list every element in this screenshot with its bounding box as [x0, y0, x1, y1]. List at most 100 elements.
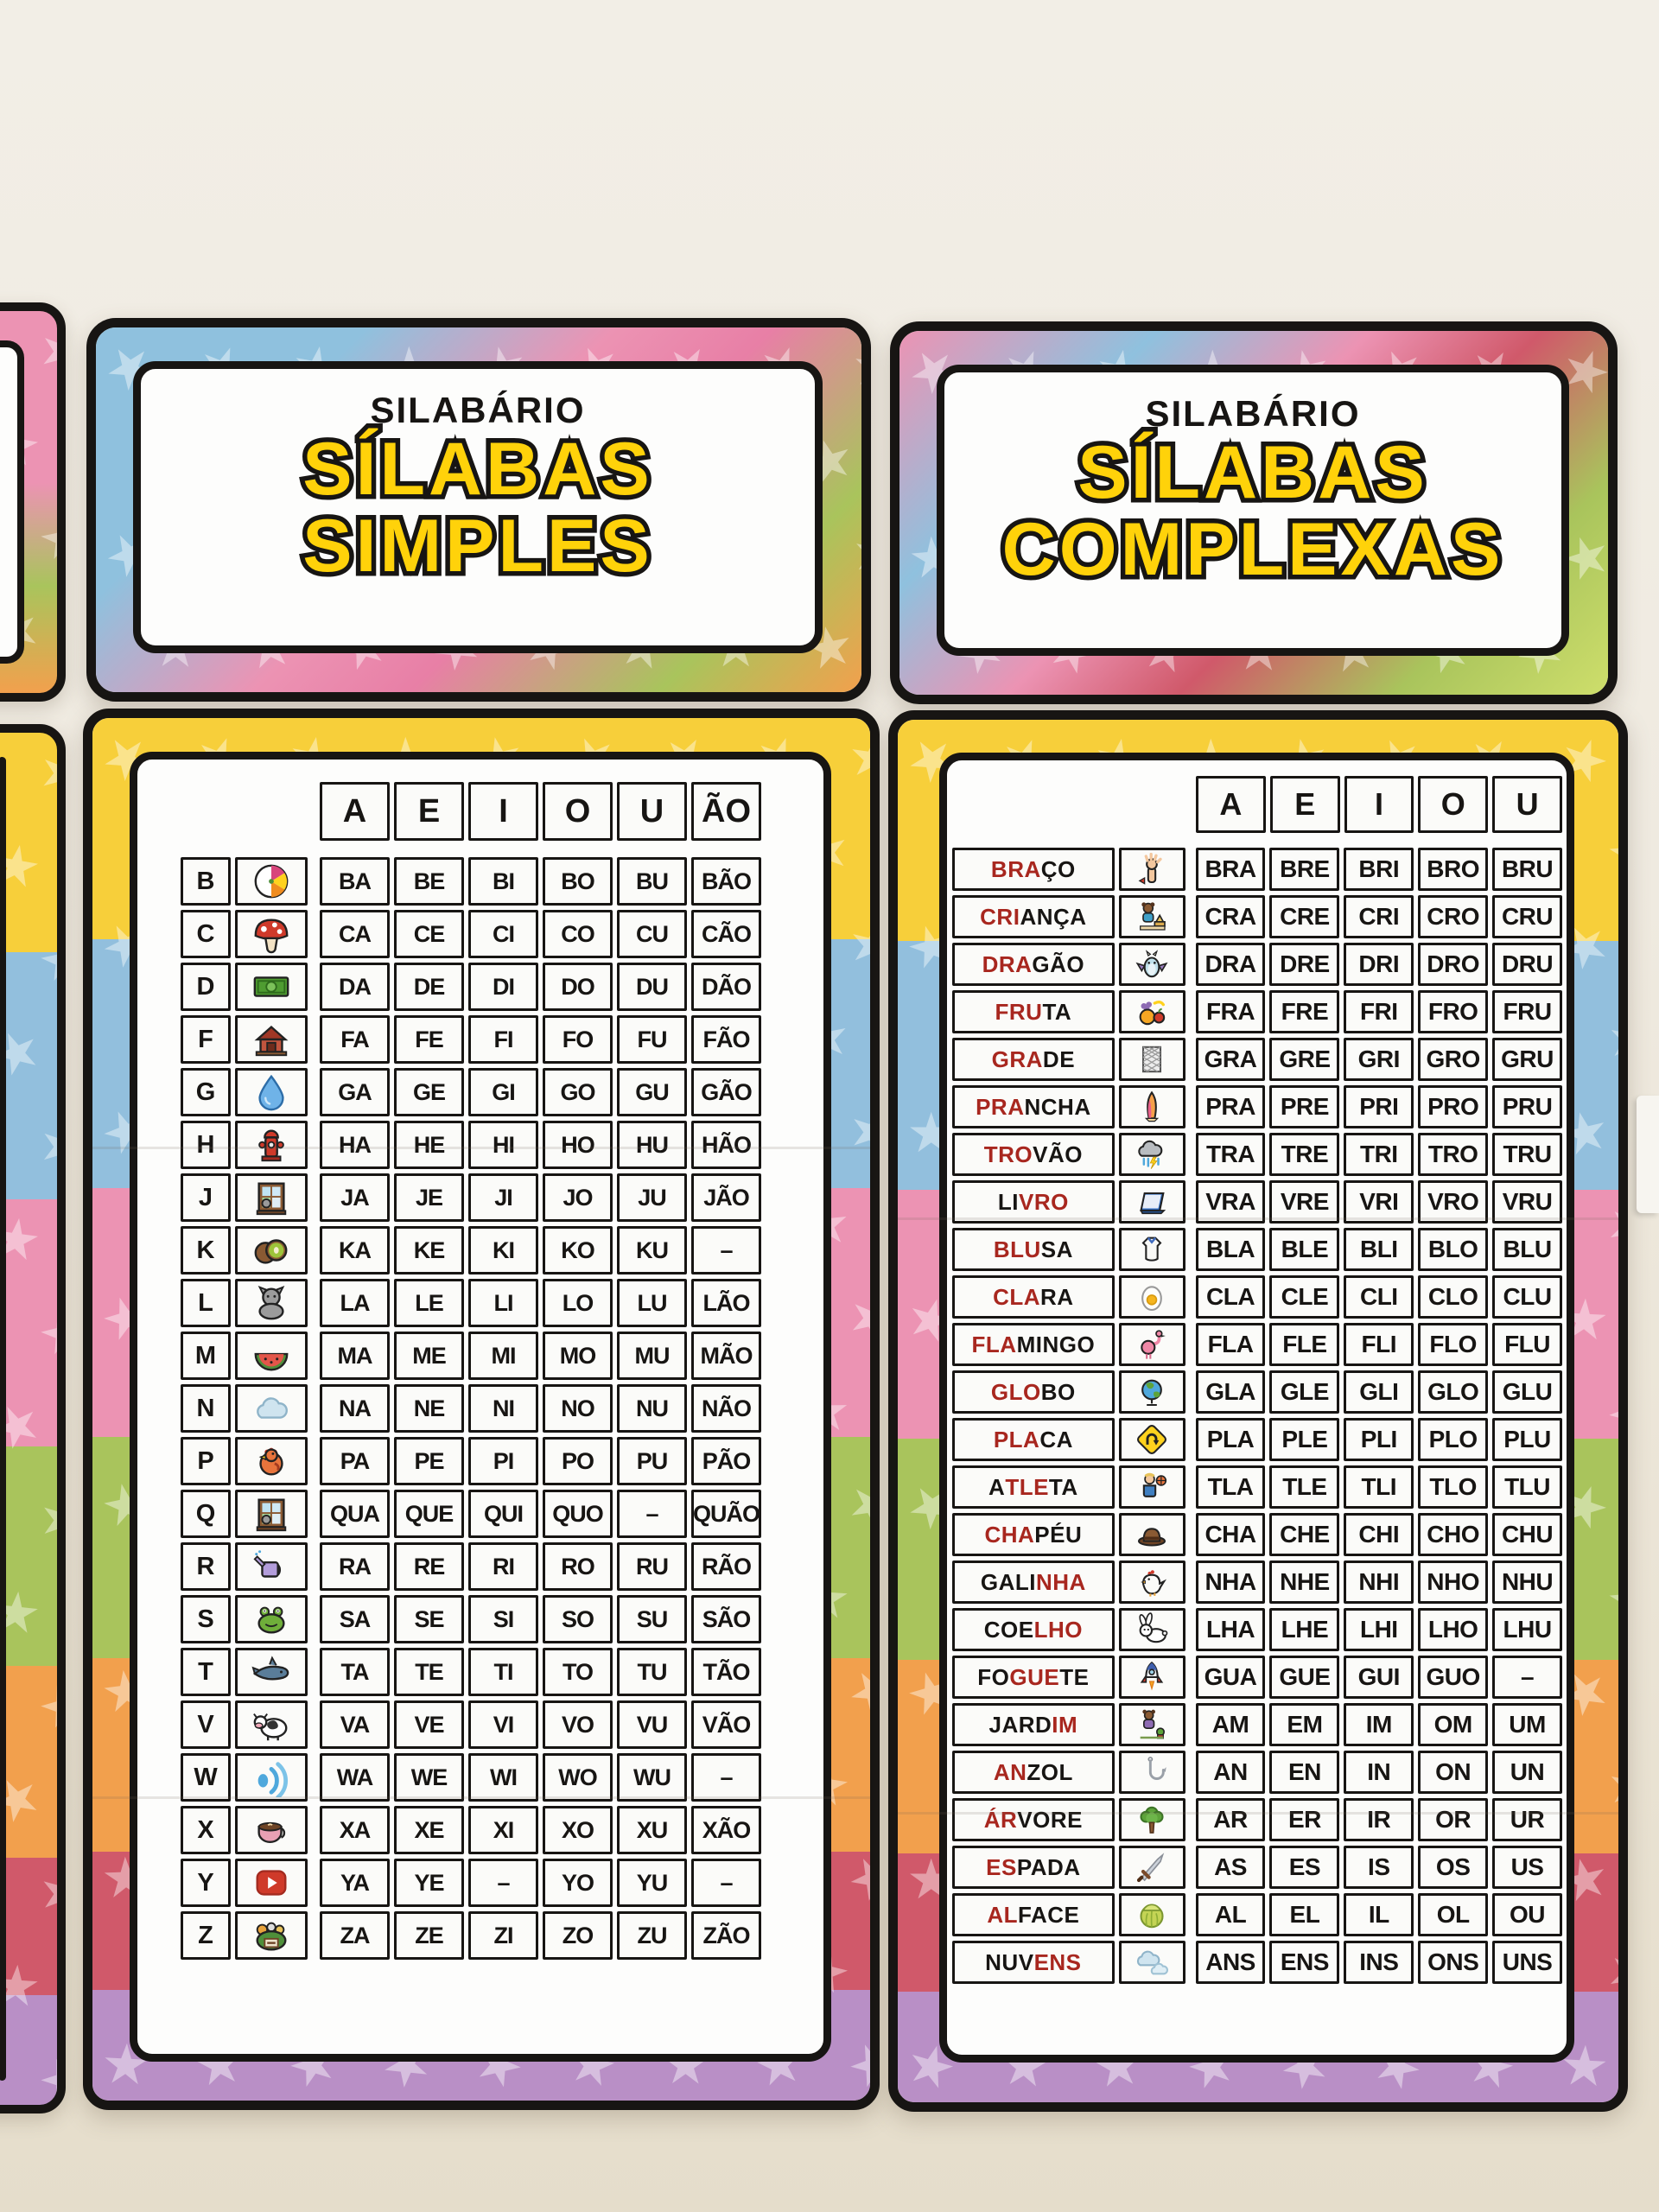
- star-decoration: ★: [0, 684, 7, 693]
- syllable-cell: UM: [1492, 1703, 1562, 1746]
- letter-cell: L: [181, 1279, 231, 1327]
- syllable-cell: TI: [468, 1648, 538, 1696]
- column-header: I: [1344, 776, 1414, 833]
- star-decoration: ★: [1600, 1004, 1618, 1075]
- cutoff-poster-header-edge: ★★★★★★★★: [0, 302, 66, 702]
- column-header: U: [1492, 776, 1562, 833]
- word-label: BLU SA: [952, 1228, 1115, 1271]
- letter-cell: P: [181, 1437, 231, 1485]
- print-seam: [898, 1812, 1618, 1815]
- syllable-cell: UNS: [1492, 1941, 1562, 1984]
- syllable-cell: AM: [1195, 1703, 1266, 1746]
- syllable-cell: CRO: [1418, 895, 1489, 938]
- syllable-cell: –: [691, 1859, 761, 1907]
- table-row: BLU SA BLA BLE BLI BLO BLU: [952, 1228, 1567, 1275]
- syllable-cell: LHI: [1344, 1608, 1414, 1651]
- syllable-cell: XÃO: [691, 1806, 761, 1854]
- cutoff-poster-inner-border: [0, 757, 6, 2081]
- syllable-cell: UR: [1492, 1798, 1562, 1841]
- syllable-cell: GÃO: [691, 1068, 761, 1116]
- syllable-cell: OM: [1418, 1703, 1489, 1746]
- syllable-cell: ZU: [617, 1911, 687, 1960]
- poster-kicker: SILABÁRIO: [370, 390, 586, 430]
- syllable-cell: TE: [394, 1648, 464, 1696]
- fruits-icon: [1118, 990, 1185, 1033]
- star-decoration: ★: [835, 1651, 870, 1731]
- syllable-cell: CLU: [1492, 1275, 1562, 1319]
- word-label: ÁR VORE: [952, 1798, 1115, 1841]
- syllable-cell: DRA: [1195, 943, 1266, 986]
- syllable-cell: TLE: [1269, 1465, 1340, 1509]
- letter-cell: T: [181, 1648, 231, 1696]
- cow-icon: [235, 1700, 308, 1749]
- syllable-cell: JA: [320, 1173, 390, 1222]
- column-header: O: [543, 782, 613, 841]
- storm-cloud-icon: [1118, 1133, 1185, 1176]
- syllable-cell: BÃO: [691, 857, 761, 906]
- syllable-cell: BRO: [1418, 848, 1489, 891]
- grid-icon: [1118, 1038, 1185, 1081]
- syllable-cell: CHE: [1269, 1513, 1340, 1556]
- star-decoration: ★: [841, 908, 870, 981]
- syllable-cell: SI: [468, 1595, 538, 1643]
- syllable-cell: LA: [320, 1279, 390, 1327]
- surfboard-icon: [1118, 1085, 1185, 1128]
- syllable-cell: XU: [617, 1806, 687, 1854]
- column-header: E: [1269, 776, 1340, 833]
- syllable-cell: VI: [468, 1700, 538, 1749]
- syllable-cell: KU: [617, 1226, 687, 1274]
- star-decoration: ★: [29, 313, 66, 389]
- syllable-cell: CHO: [1418, 1513, 1489, 1556]
- syllable-cell: PRU: [1492, 1085, 1562, 1128]
- syllable-cell: BU: [617, 857, 687, 906]
- syllable-cell: FLU: [1492, 1323, 1562, 1366]
- syllable-cell: CLI: [1344, 1275, 1414, 1319]
- word-label: AN ZOL: [952, 1751, 1115, 1794]
- table-row: H HA HE HI HO HU HÃO: [181, 1121, 823, 1173]
- book-icon: [1118, 1180, 1185, 1224]
- syllable-cell: TA: [320, 1648, 390, 1696]
- syllable-cell: VA: [320, 1700, 390, 1749]
- right-syllable-table: A E I O U BRA ÇO BRA BRE BRI BRO BRU CRI ANÇA CRA CRE CR…: [952, 776, 1567, 1988]
- syllable-cell: FLA: [1195, 1323, 1266, 1366]
- syllable-cell: NHE: [1269, 1560, 1340, 1604]
- syllable-cell: GLU: [1492, 1370, 1562, 1414]
- syllable-cell: LHA: [1195, 1608, 1266, 1651]
- word-label: BRA ÇO: [952, 848, 1115, 891]
- syllable-cell: NO: [543, 1384, 613, 1433]
- poster-kicker: SILABÁRIO: [1145, 393, 1361, 434]
- syllable-cell: CHA: [1195, 1513, 1266, 1556]
- table-row: A TLE TA TLA TLE TLI TLO TLU: [952, 1465, 1567, 1513]
- table-row: F FA FE FI FO FU FÃO: [181, 1015, 823, 1068]
- table-row: LI VRO VRA VRE VRI VRO VRU: [952, 1180, 1567, 1228]
- syllable-cell: HÃO: [691, 1121, 761, 1169]
- table-row: FLA MINGO FLA FLE FLI FLO FLU: [952, 1323, 1567, 1370]
- syllable-cell: QUE: [394, 1490, 464, 1538]
- syllable-cell: NI: [468, 1384, 538, 1433]
- letter-cell: S: [181, 1595, 231, 1643]
- syllable-cell: FE: [394, 1015, 464, 1064]
- syllable-cell: LO: [543, 1279, 613, 1327]
- table-row: Q QUA QUE QUI QUO – QUÃO: [181, 1490, 823, 1542]
- syllable-cell: KA: [320, 1226, 390, 1274]
- word-label: ES PADA: [952, 1846, 1115, 1889]
- fire-hydrant-icon: [235, 1121, 308, 1169]
- syllable-cell: KE: [394, 1226, 464, 1274]
- gardener-icon: [1118, 1703, 1185, 1746]
- syllable-cell: GI: [468, 1068, 538, 1116]
- syllable-cell: GUA: [1195, 1656, 1266, 1699]
- syllable-cell: –: [691, 1753, 761, 1802]
- syllable-cell: VRU: [1492, 1180, 1562, 1224]
- syllable-cell: BI: [468, 857, 538, 906]
- cat-icon: [235, 1279, 308, 1327]
- syllable-cell: CE: [394, 910, 464, 958]
- table-row: C CA CE CI CO CU CÃO: [181, 910, 823, 963]
- syllable-cell: SO: [543, 1595, 613, 1643]
- word-label: A TLE TA: [952, 1465, 1115, 1509]
- star-decoration: ★: [836, 1465, 870, 1544]
- star-decoration: ★: [30, 1669, 66, 1743]
- table-row: DRA GÃO DRA DRE DRI DRO DRU: [952, 943, 1567, 990]
- syllable-cell: CLE: [1269, 1275, 1340, 1319]
- syllable-cell: DRE: [1269, 943, 1340, 986]
- simple-table-panel: A E I O U ÃO B BA BE BI BO BU BÃO C CA CE CI CO CU CÃO D DA DE…: [130, 752, 831, 2062]
